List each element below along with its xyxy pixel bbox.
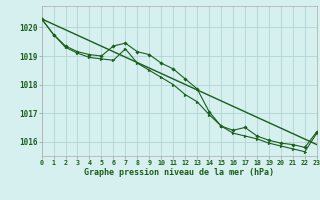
X-axis label: Graphe pression niveau de la mer (hPa): Graphe pression niveau de la mer (hPa): [84, 168, 274, 177]
